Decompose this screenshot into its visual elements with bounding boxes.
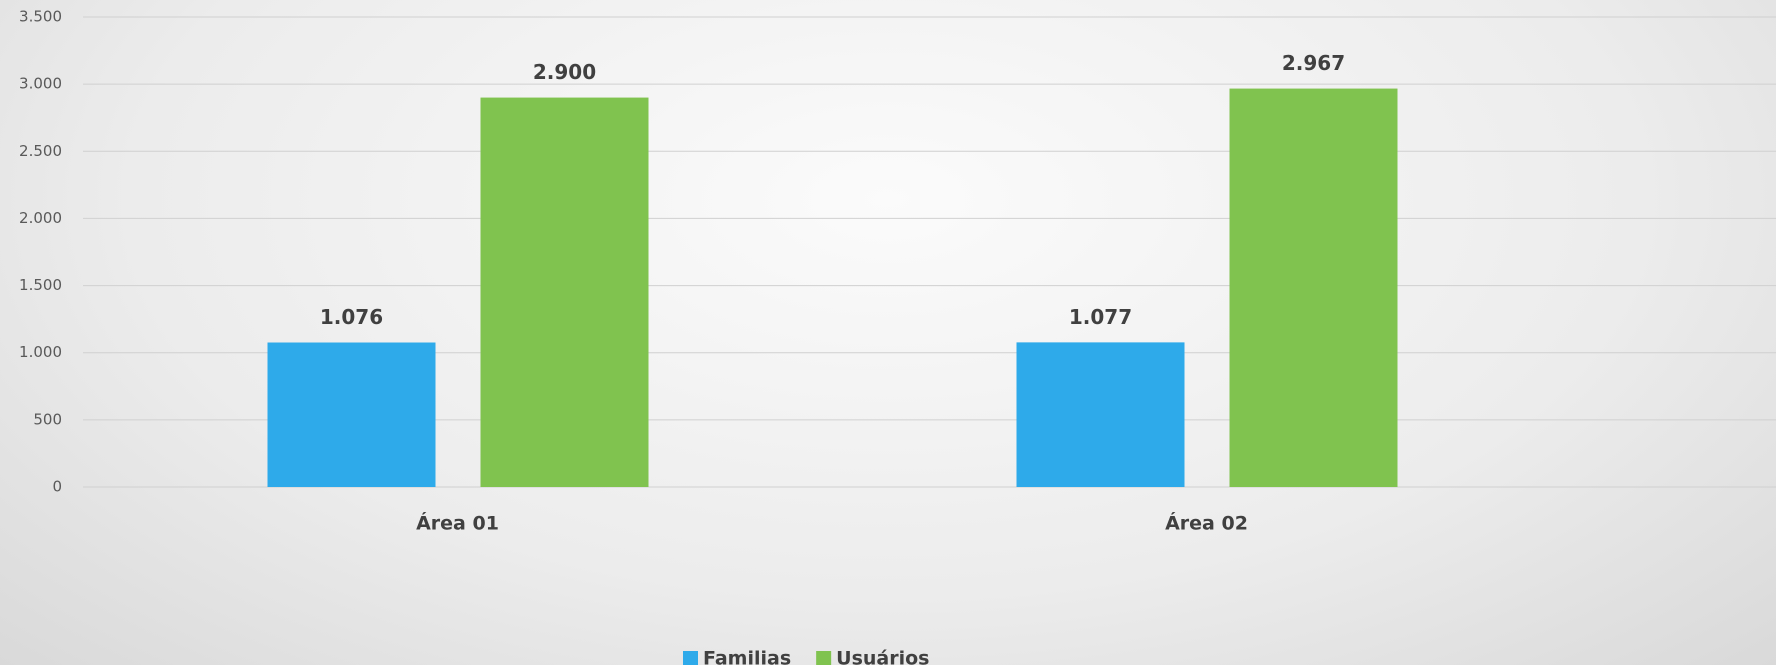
y-tick-label: 2.000 [19,209,62,227]
data-label: 1.076 [320,305,383,329]
data-label: 2.900 [533,60,596,84]
bar [480,97,649,488]
y-tick-label: 3.000 [19,75,62,93]
y-tick-label: 3.500 [19,8,62,26]
legend-swatch [683,651,698,665]
x-tick-label: Área 01 [416,512,499,535]
bar [1229,88,1398,488]
y-tick-label: 1.500 [19,276,62,294]
legend-label: Familias [703,648,791,665]
legend-label: Usuários [836,648,929,665]
data-label: 1.077 [1069,305,1132,329]
x-tick-label: Área 02 [1165,512,1248,535]
bar [267,342,436,487]
y-tick-label: 500 [33,410,62,428]
y-tick-label: 2.500 [19,142,62,160]
bar [1016,342,1185,487]
y-tick-label: 0 [52,478,62,496]
y-tick-label: 1.000 [19,343,62,361]
legend-swatch [816,651,832,665]
data-label: 2.967 [1282,51,1345,75]
